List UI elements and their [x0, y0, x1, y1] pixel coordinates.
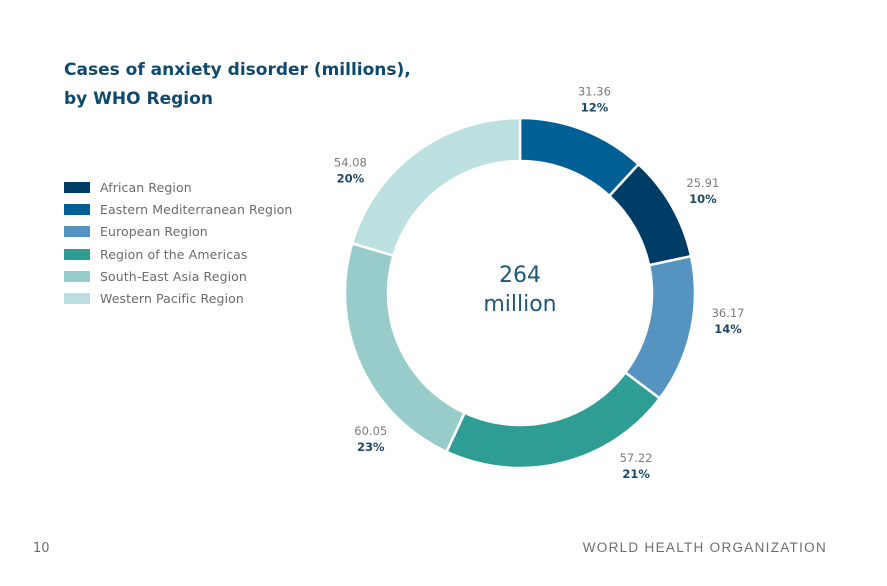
legend-swatch: [64, 203, 90, 215]
legend-item-african-region: African Region: [64, 176, 292, 198]
slice-european-region: [624, 254, 697, 400]
legend-item-region-of-the-americas: Region of the Americas: [64, 243, 292, 265]
legend-label: Eastern Mediterranean Region: [100, 201, 293, 217]
slice-western-pacific-region: [350, 116, 522, 257]
value-label-western-pacific-region: 54.08: [334, 156, 367, 170]
legend-item-eastern-mediterranean-region: Eastern Mediterranean Region: [64, 198, 292, 220]
center-total-unit: million: [483, 292, 556, 317]
legend-item-european-region: European Region: [64, 221, 292, 243]
legend-item-western-pacific-region: Western Pacific Region: [64, 287, 292, 309]
legend-swatch: [64, 181, 90, 193]
legend-label: South-East Asia Region: [100, 268, 247, 284]
legend-swatch: [64, 293, 90, 305]
percent-label-region-of-the-americas: 21%: [622, 467, 650, 481]
percent-label-african-region: 10%: [689, 192, 717, 206]
legend-label: European Region: [100, 224, 208, 240]
percent-label-eastern-mediterranean-region: 12%: [581, 100, 609, 114]
percent-label-european-region: 14%: [714, 322, 742, 336]
chart-title: Cases of anxiety disorder (millions), by…: [64, 56, 411, 114]
chart-title-line-2: by WHO Region: [64, 89, 213, 109]
value-label-region-of-the-americas: 57.22: [620, 451, 653, 465]
center-total-value: 264: [499, 263, 541, 288]
value-label-south-east-asia-region: 60.05: [354, 424, 387, 438]
value-label-european-region: 36.17: [712, 306, 745, 320]
legend-label: Western Pacific Region: [100, 291, 244, 307]
footer-organization: WORLD HEALTH ORGANIZATION: [582, 540, 827, 555]
value-label-african-region: 25.91: [686, 176, 719, 190]
value-label-eastern-mediterranean-region: 31.36: [578, 84, 611, 98]
legend-label: African Region: [100, 179, 192, 195]
legend-swatch: [64, 270, 90, 282]
percent-label-western-pacific-region: 20%: [337, 172, 365, 186]
legend-swatch: [64, 248, 90, 260]
legend-label: Region of the Americas: [100, 246, 248, 262]
page-number: 10: [33, 541, 50, 556]
slice-south-east-asia-region: [343, 242, 466, 454]
percent-label-south-east-asia-region: 23%: [357, 440, 385, 454]
chart-title-line-1: Cases of anxiety disorder (millions),: [64, 60, 411, 80]
legend-item-south-east-asia-region: South-East Asia Region: [64, 265, 292, 287]
legend-swatch: [64, 226, 90, 238]
chart-legend: African Region Eastern Mediterranean Regi…: [64, 176, 292, 310]
